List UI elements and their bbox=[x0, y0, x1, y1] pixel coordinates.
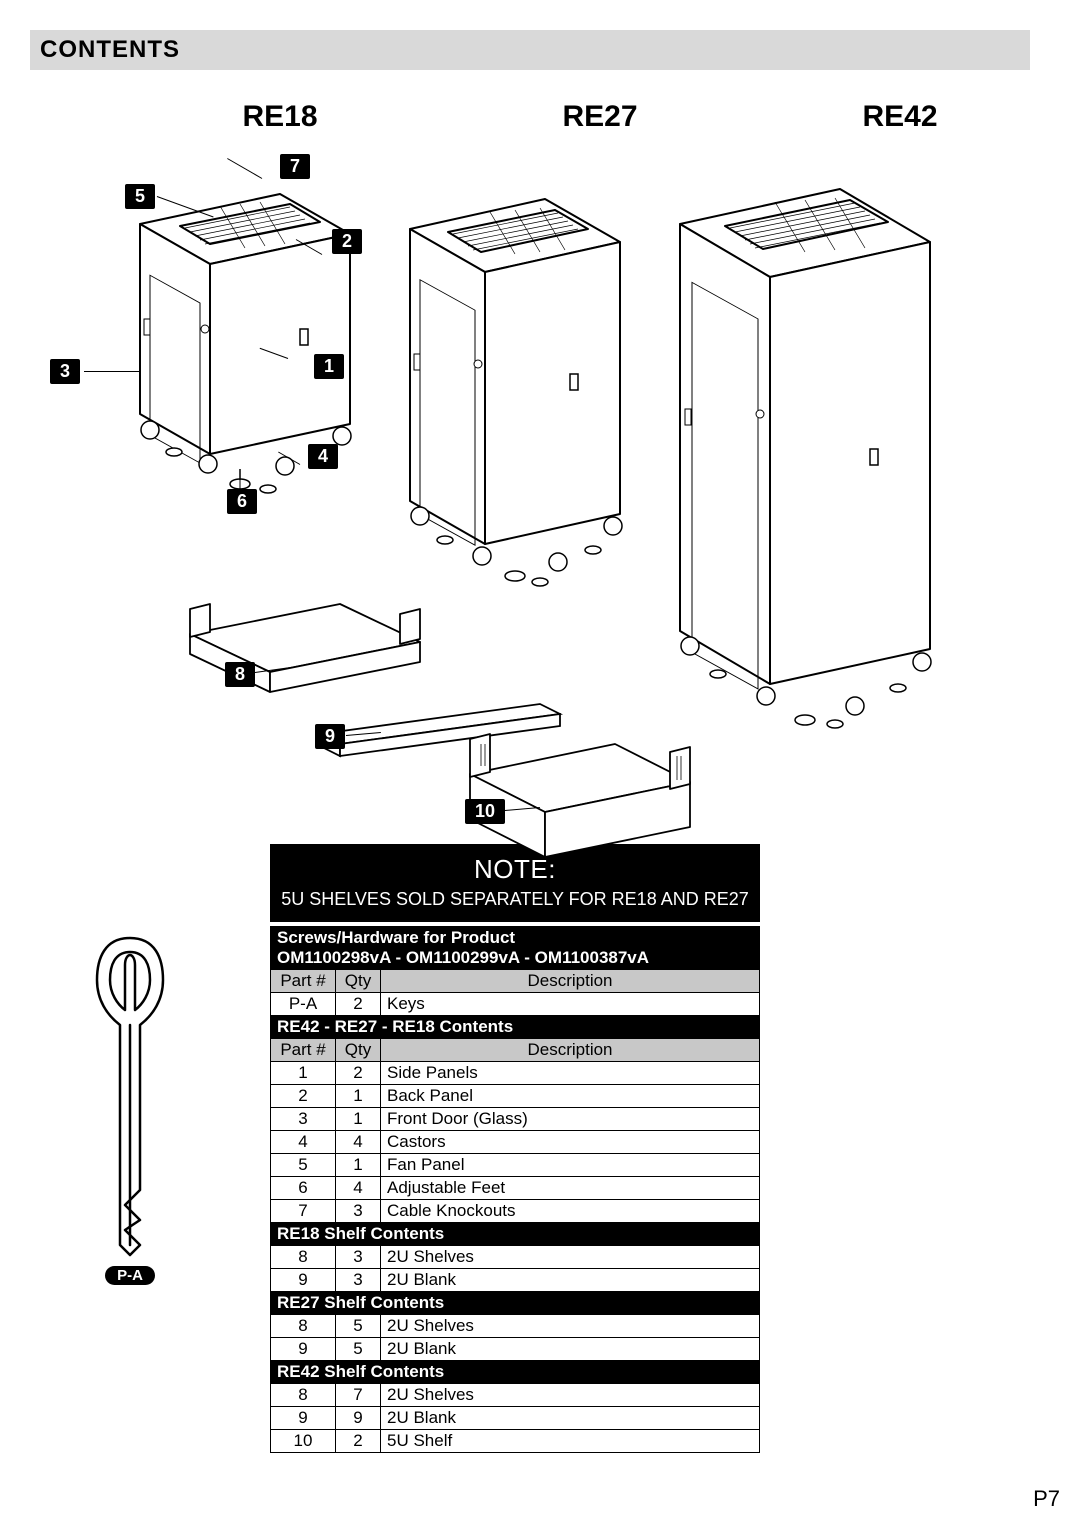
cell: 2U Shelves bbox=[381, 1384, 760, 1407]
page-number: P7 bbox=[1033, 1486, 1060, 1512]
cell: 5U Shelf bbox=[381, 1430, 760, 1453]
callout-1: 1 bbox=[314, 354, 344, 379]
cell: 1 bbox=[336, 1108, 381, 1131]
hdr-screws: Screws/Hardware for ProductOM1100298vA -… bbox=[271, 927, 760, 970]
cell: 7 bbox=[271, 1200, 336, 1223]
note-subtitle: 5U SHELVES SOLD SEPARATELY FOR RE18 AND … bbox=[272, 889, 758, 920]
leader-3 bbox=[84, 371, 139, 372]
callout-3: 3 bbox=[50, 359, 80, 384]
cell: 4 bbox=[336, 1177, 381, 1200]
cell: 3 bbox=[271, 1108, 336, 1131]
cell: P-A bbox=[271, 993, 336, 1016]
cell: Front Door (Glass) bbox=[381, 1108, 760, 1131]
cell: 4 bbox=[271, 1131, 336, 1154]
model-re18: RE18 bbox=[232, 100, 327, 134]
callout-pa: P-A bbox=[105, 1266, 155, 1285]
hdr-re42: RE42 Shelf Contents bbox=[271, 1361, 760, 1384]
cell: Castors bbox=[381, 1131, 760, 1154]
col-desc: Description bbox=[381, 970, 760, 993]
cell: 2 bbox=[336, 993, 381, 1016]
section-title: CONTENTS bbox=[30, 30, 1030, 70]
cell: 5 bbox=[336, 1338, 381, 1361]
hdr-re18: RE18 Shelf Contents bbox=[271, 1223, 760, 1246]
col-part: Part # bbox=[271, 1039, 336, 1062]
model-labels: RE18 RE27 RE42 bbox=[30, 100, 1030, 134]
cell: 1 bbox=[271, 1062, 336, 1085]
parts-table: Screws/Hardware for ProductOM1100298vA -… bbox=[270, 926, 760, 1453]
cell: Side Panels bbox=[381, 1062, 760, 1085]
cell: 8 bbox=[271, 1246, 336, 1269]
cell: 4 bbox=[336, 1131, 381, 1154]
cell: Adjustable Feet bbox=[381, 1177, 760, 1200]
cell: 7 bbox=[336, 1384, 381, 1407]
rack-re27-drawing bbox=[370, 174, 640, 604]
shelf-5u-drawing bbox=[445, 704, 705, 864]
cell: 9 bbox=[271, 1269, 336, 1292]
cell: 1 bbox=[336, 1154, 381, 1177]
hdr-contents: RE42 - RE27 - RE18 Contents bbox=[271, 1016, 760, 1039]
cell: 2 bbox=[336, 1062, 381, 1085]
cell: Keys bbox=[381, 993, 760, 1016]
cell: 2U Blank bbox=[381, 1269, 760, 1292]
cell: 9 bbox=[271, 1407, 336, 1430]
cell: 3 bbox=[336, 1269, 381, 1292]
cell: 6 bbox=[271, 1177, 336, 1200]
cell: 2 bbox=[271, 1085, 336, 1108]
callout-5: 5 bbox=[125, 184, 155, 209]
cell: 2U Blank bbox=[381, 1338, 760, 1361]
callout-8: 8 bbox=[225, 662, 255, 687]
shelf-2u-drawing bbox=[170, 574, 440, 714]
cell: 10 bbox=[271, 1430, 336, 1453]
cell: 8 bbox=[271, 1315, 336, 1338]
cell: 2U Shelves bbox=[381, 1246, 760, 1269]
callout-2: 2 bbox=[332, 229, 362, 254]
cell: 9 bbox=[336, 1407, 381, 1430]
rack-re42-drawing bbox=[630, 164, 950, 754]
callout-9: 9 bbox=[315, 724, 345, 749]
cell: Fan Panel bbox=[381, 1154, 760, 1177]
col-qty: Qty bbox=[336, 1039, 381, 1062]
key-illustration: P-A bbox=[70, 930, 190, 1285]
callout-10: 10 bbox=[465, 799, 505, 824]
col-part: Part # bbox=[271, 970, 336, 993]
model-re27: RE27 bbox=[552, 100, 647, 134]
callout-7: 7 bbox=[280, 154, 310, 179]
cell: 8 bbox=[271, 1384, 336, 1407]
cell: Cable Knockouts bbox=[381, 1200, 760, 1223]
cell: 3 bbox=[336, 1246, 381, 1269]
callout-4: 4 bbox=[308, 444, 338, 469]
cell: 5 bbox=[336, 1315, 381, 1338]
cell: Back Panel bbox=[381, 1085, 760, 1108]
hdr-re27: RE27 Shelf Contents bbox=[271, 1292, 760, 1315]
cell: 5 bbox=[271, 1154, 336, 1177]
cell: 9 bbox=[271, 1338, 336, 1361]
diagram-area: 5 7 2 3 1 4 6 8 9 10 bbox=[30, 144, 1030, 834]
cell: 1 bbox=[336, 1085, 381, 1108]
cell: 2U Blank bbox=[381, 1407, 760, 1430]
cell: 2U Shelves bbox=[381, 1315, 760, 1338]
col-desc: Description bbox=[381, 1039, 760, 1062]
col-qty: Qty bbox=[336, 970, 381, 993]
leader-6 bbox=[240, 475, 241, 490]
cell: 3 bbox=[336, 1200, 381, 1223]
callout-6: 6 bbox=[227, 489, 257, 514]
model-re42: RE42 bbox=[852, 100, 947, 134]
cell: 2 bbox=[336, 1430, 381, 1453]
